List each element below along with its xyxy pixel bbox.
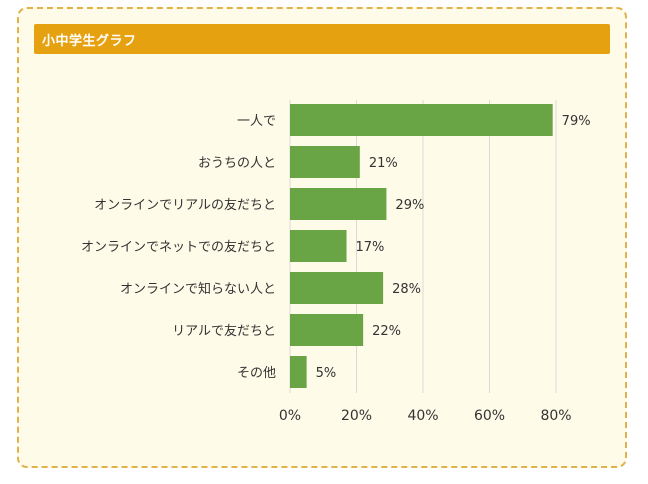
value-label: 21% [369, 156, 398, 171]
category-label: 一人で [237, 114, 276, 129]
x-tick-label: 80% [540, 408, 571, 424]
category-label: オンラインでリアルの友だちと [94, 197, 276, 213]
bar [290, 104, 553, 136]
category-label: おうちの人と [198, 156, 276, 171]
chart-header: 小中学生グラフ [34, 24, 610, 54]
bar [290, 272, 384, 304]
x-tick-label: 20% [341, 408, 372, 424]
value-label: 29% [395, 198, 424, 213]
x-tick-label: 40% [407, 408, 438, 424]
value-label: 28% [392, 282, 421, 297]
category-label: その他 [237, 366, 276, 381]
value-label: 17% [356, 240, 385, 255]
category-label: オンラインでネットでの友だちと [81, 239, 276, 255]
value-label: 22% [372, 324, 401, 339]
bar [290, 146, 360, 178]
bar [290, 356, 307, 388]
value-label: 5% [316, 366, 337, 381]
bar [290, 230, 347, 262]
value-label: 79% [562, 114, 591, 129]
x-tick-label: 0% [279, 408, 301, 424]
x-tick-label: 60% [474, 408, 505, 424]
category-label: リアルで友だちと [172, 323, 276, 339]
category-label: オンラインで知らない人と [120, 281, 276, 297]
chart-title: 小中学生グラフ [42, 33, 137, 49]
bar [290, 314, 364, 346]
bar [290, 188, 387, 220]
